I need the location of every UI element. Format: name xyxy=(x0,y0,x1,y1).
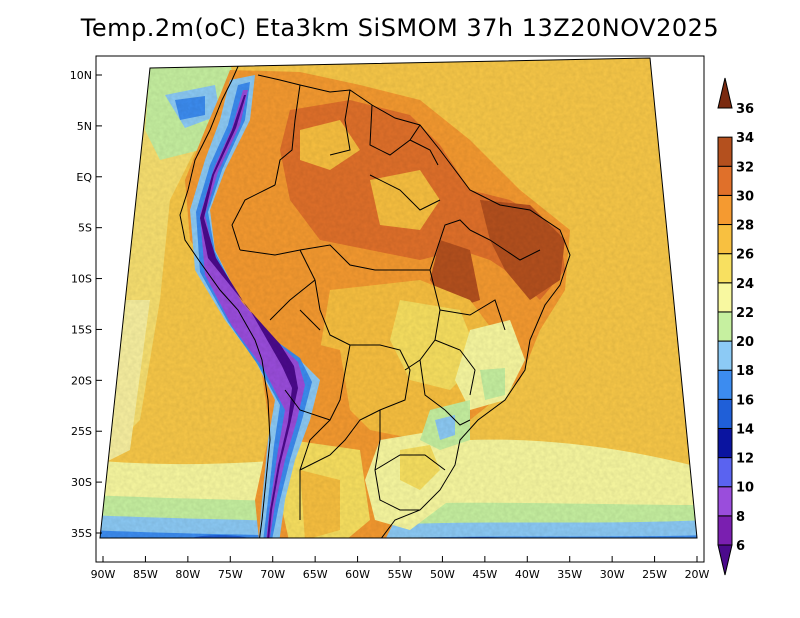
colorbar-max-arrow xyxy=(717,77,733,109)
colorbar-segment xyxy=(717,457,733,488)
lat-tick-label: 30S xyxy=(71,476,92,489)
colorbar-segment xyxy=(717,369,733,400)
colorbar-label: 34 xyxy=(736,131,754,146)
colorbar-label: 36 xyxy=(736,102,754,117)
lat-tick-label: 5S xyxy=(78,222,92,235)
lat-tick-label: 10S xyxy=(71,273,92,286)
colorbar-label: 28 xyxy=(736,219,754,234)
colorbar-label: 14 xyxy=(736,422,754,437)
colorbar-segment xyxy=(717,282,733,313)
colorbar-label: 16 xyxy=(736,393,754,408)
country-borders xyxy=(179,61,571,538)
lon-tick-label: 55W xyxy=(388,568,413,581)
lon-tick-label: 70W xyxy=(260,568,285,581)
colorbar-segment xyxy=(717,253,733,284)
colorbar-label: 18 xyxy=(736,364,754,379)
colorbar-segment xyxy=(717,515,733,546)
lon-tick-label: 90W xyxy=(91,568,116,581)
lat-tick-label: EQ xyxy=(76,171,92,184)
lon-tick-label: 35W xyxy=(557,568,582,581)
lon-tick-label: 50W xyxy=(430,568,455,581)
temperature-colorbar: 6 8 10 12 14 16 18 20 22 24 26 28 30 32 34 36 xyxy=(717,77,754,576)
lon-tick-label: 20W xyxy=(685,568,710,581)
latitude-axis: 10N 5N EQ 5S 10S 15S 20S 25S 30S 35S xyxy=(70,69,102,540)
map-title: Temp.2m(oC) Eta3km SiSMOM 37h 13Z20NOV20… xyxy=(80,14,720,42)
colorbar-segment xyxy=(717,427,733,459)
lon-tick-label: 85W xyxy=(133,568,158,581)
colorbar-label: 8 xyxy=(736,510,745,525)
colorbar-label: 30 xyxy=(736,189,754,204)
lon-tick-label: 30W xyxy=(600,568,625,581)
lon-tick-label: 40W xyxy=(515,568,540,581)
domain-frame xyxy=(99,57,698,539)
colorbar-label: 12 xyxy=(736,452,754,467)
colorbar-label: 32 xyxy=(736,160,754,175)
colorbar-segment xyxy=(717,398,733,429)
colorbar-label: 26 xyxy=(736,248,754,263)
colorbar-min-arrow xyxy=(717,544,733,576)
colorbar-label: 22 xyxy=(736,306,754,321)
lon-tick-label: 65W xyxy=(303,568,328,581)
lat-tick-label: 10N xyxy=(70,69,92,82)
colorbar-label: 20 xyxy=(736,335,754,350)
lon-tick-label: 80W xyxy=(175,568,200,581)
colorbar-label: 24 xyxy=(736,277,754,292)
lon-tick-label: 60W xyxy=(345,568,370,581)
lat-tick-label: 35S xyxy=(71,527,92,540)
colorbar-segment xyxy=(717,311,733,342)
lon-tick-label: 45W xyxy=(472,568,497,581)
colorbar-segment xyxy=(717,224,733,255)
lon-tick-label: 25W xyxy=(642,568,667,581)
colorbar-label: 10 xyxy=(736,481,754,496)
lat-tick-label: 25S xyxy=(71,425,92,438)
lat-tick-label: 5N xyxy=(77,120,92,133)
longitude-axis: 90W 85W 80W 75W 70W 65W 60W 55W 50W 45W 40W 35W 30W 2… xyxy=(91,556,710,581)
colorbar-segment xyxy=(717,340,733,371)
colorbar-segment xyxy=(717,194,733,226)
colorbar-segment xyxy=(717,486,733,517)
lat-tick-label: 20S xyxy=(71,374,92,387)
colorbar-segment xyxy=(717,136,733,167)
temperature-field xyxy=(100,58,697,538)
lon-tick-label: 75W xyxy=(218,568,243,581)
colorbar-label: 6 xyxy=(736,539,745,554)
lat-tick-label: 15S xyxy=(71,323,92,336)
colorbar-segment xyxy=(717,165,733,196)
